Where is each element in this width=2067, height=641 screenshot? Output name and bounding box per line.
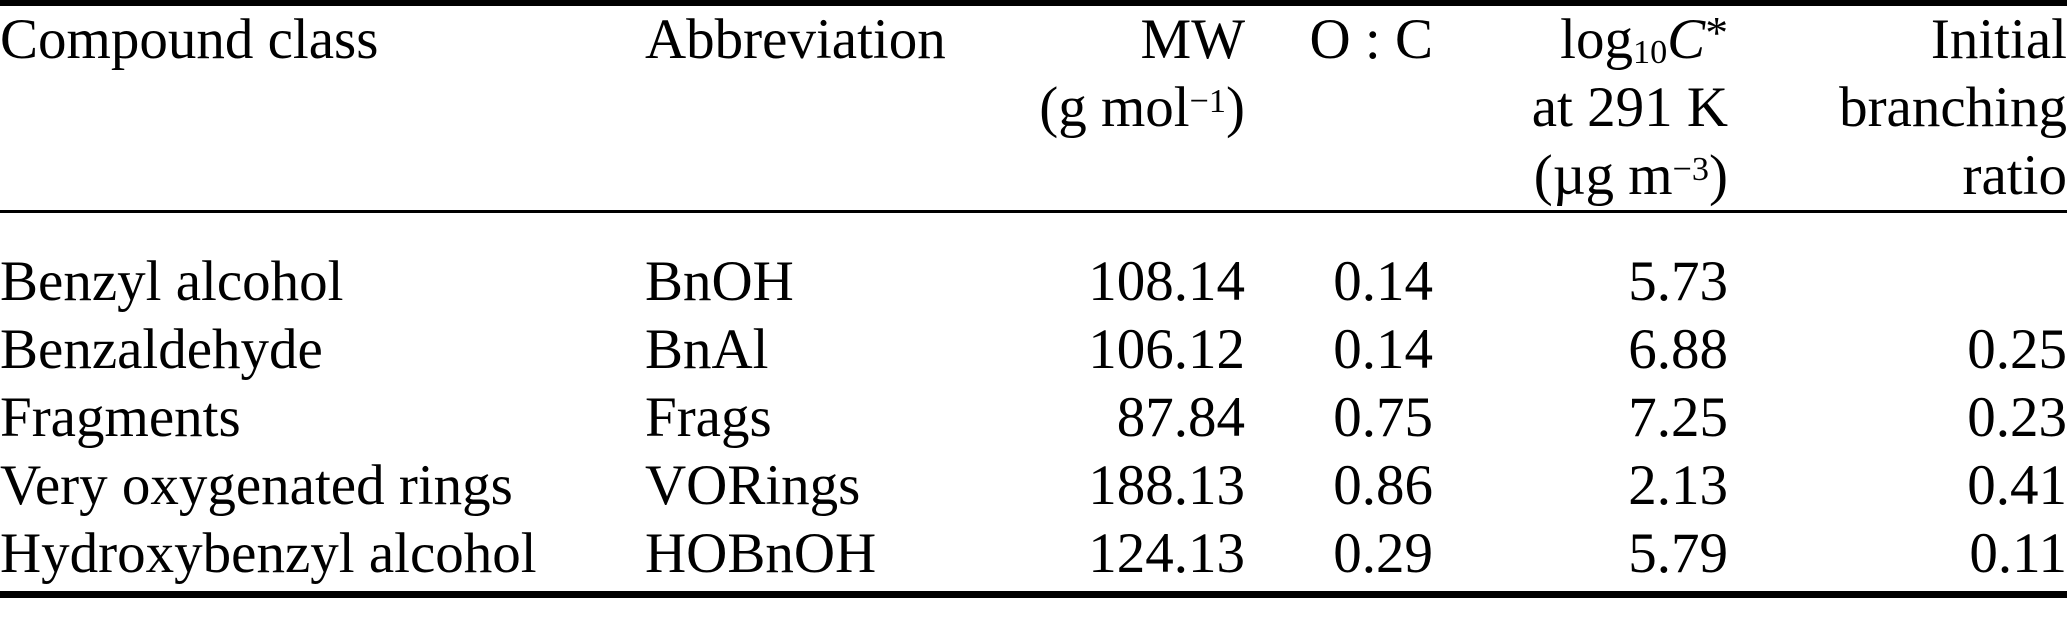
col-header-mw: MW (g mol−1) bbox=[950, 3, 1245, 213]
cell-branching-ratio: 0.11 bbox=[1969, 522, 2067, 585]
cell-abbreviation: BnAl bbox=[645, 318, 769, 381]
col-header-o-to-c: O : C bbox=[1245, 3, 1433, 213]
cell-abbreviation: VORings bbox=[645, 454, 861, 517]
cell-log10-c-star: 5.79 bbox=[1628, 522, 1728, 585]
cell-mw: 87.84 bbox=[1116, 386, 1245, 449]
cell-log10-c-star: 2.13 bbox=[1628, 454, 1728, 517]
cell-branching-ratio: 0.25 bbox=[1967, 318, 2067, 381]
cell-compound-class: Very oxygenated rings bbox=[0, 454, 513, 517]
table-header: Compound class Abbreviation MW (g mol−1) … bbox=[0, 3, 2067, 213]
cell-o-to-c: 0.14 bbox=[1333, 318, 1433, 381]
table-row-benzyl-alcohol: Benzyl alcohol BnOH 108.14 0.14 5.73 bbox=[0, 212, 2067, 317]
cell-compound-class: Benzaldehyde bbox=[0, 318, 323, 381]
cell-branching-ratio bbox=[1728, 212, 2067, 317]
header-row: Compound class Abbreviation MW (g mol−1) … bbox=[0, 3, 2067, 213]
cell-compound-class: Hydroxybenzyl alcohol bbox=[0, 522, 537, 585]
col-header-abbreviation: Abbreviation bbox=[645, 3, 950, 213]
cell-mw: 106.12 bbox=[1088, 318, 1245, 381]
cell-abbreviation: BnOH bbox=[645, 250, 794, 313]
table-row-hydroxybenzyl-alcohol: Hydroxybenzyl alcohol HOBnOH 124.13 0.29… bbox=[0, 520, 2067, 595]
col-header-log10-c-star: log10C* at 291 K (µg m−3) bbox=[1433, 3, 1728, 213]
cell-mw: 108.14 bbox=[1088, 250, 1245, 313]
table-body: Benzyl alcohol BnOH 108.14 0.14 5.73 Ben… bbox=[0, 212, 2067, 595]
cell-branching-ratio: 0.41 bbox=[1967, 454, 2067, 517]
cell-log10-c-star: 7.25 bbox=[1628, 386, 1728, 449]
cell-log10-c-star: 5.73 bbox=[1628, 250, 1728, 313]
cell-abbreviation: HOBnOH bbox=[645, 522, 877, 585]
cell-branching-ratio: 0.23 bbox=[1967, 386, 2067, 449]
table-row-very-oxygenated-rings: Very oxygenated rings VORings 188.13 0.8… bbox=[0, 452, 2067, 520]
table-row-fragments: Fragments Frags 87.84 0.75 7.25 0.23 bbox=[0, 384, 2067, 452]
cell-o-to-c: 0.29 bbox=[1333, 522, 1433, 585]
cell-abbreviation: Frags bbox=[645, 386, 772, 449]
col-header-compound-class: Compound class bbox=[0, 3, 645, 213]
compound-properties-table: Compound class Abbreviation MW (g mol−1) … bbox=[0, 0, 2067, 598]
cell-o-to-c: 0.75 bbox=[1333, 386, 1433, 449]
col-header-initial-branching-ratio: Initial branching ratio bbox=[1728, 3, 2067, 213]
cell-o-to-c: 0.86 bbox=[1333, 454, 1433, 517]
table-row-benzaldehyde: Benzaldehyde BnAl 106.12 0.14 6.88 0.25 bbox=[0, 316, 2067, 384]
cell-mw: 124.13 bbox=[1088, 522, 1245, 585]
cell-o-to-c: 0.14 bbox=[1333, 250, 1433, 313]
cell-compound-class: Fragments bbox=[0, 386, 241, 449]
cell-mw: 188.13 bbox=[1088, 454, 1245, 517]
cell-compound-class: Benzyl alcohol bbox=[0, 250, 344, 313]
cell-log10-c-star: 6.88 bbox=[1628, 318, 1728, 381]
